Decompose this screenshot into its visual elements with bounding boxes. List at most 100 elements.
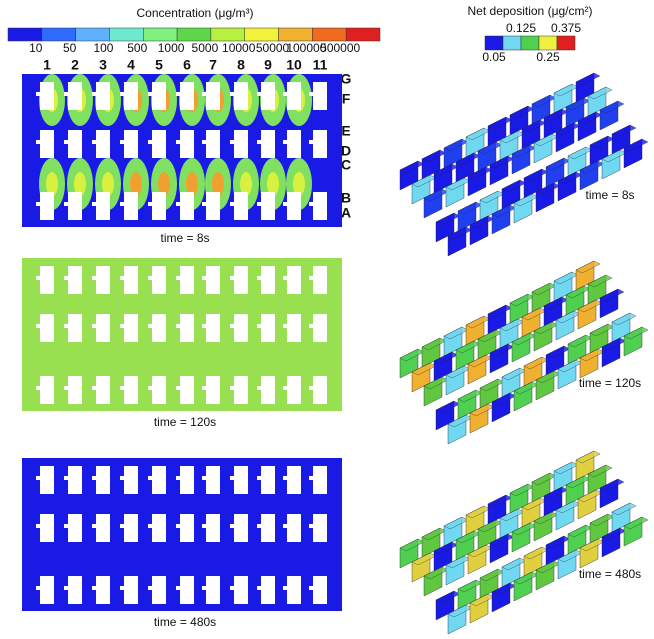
seat-block [68, 376, 82, 404]
seat-block [180, 82, 194, 110]
seat-gap [176, 476, 182, 480]
seat-block [152, 82, 166, 110]
seat-gap [230, 586, 236, 590]
seat-gap [283, 524, 289, 528]
seat-gap [309, 140, 315, 144]
colorbar-cell [520, 35, 540, 51]
seat-block [96, 266, 110, 294]
seat-top [587, 464, 613, 478]
seat-gap [283, 324, 289, 328]
seat-block [234, 82, 248, 110]
seat-gap [148, 386, 154, 390]
seat-gap [148, 324, 154, 328]
plume-core [267, 172, 279, 196]
seat-block [180, 514, 194, 542]
column-label: 3 [99, 57, 107, 73]
seat-block [313, 82, 327, 110]
seat-gap [36, 276, 42, 280]
column-label: 5 [155, 57, 163, 73]
seat-gap [92, 524, 98, 528]
seat-gap [202, 276, 208, 280]
plume-core [158, 172, 170, 196]
column-label: 2 [71, 57, 79, 73]
seat-gap [120, 92, 126, 96]
seat-gap [283, 276, 289, 280]
colorbar-cell [345, 27, 381, 42]
colorbar-cell [484, 35, 504, 51]
colorbar-cell [556, 35, 576, 51]
seat-block [313, 266, 327, 294]
seat-gap [202, 324, 208, 328]
seat-block [96, 466, 110, 494]
seat-gap [120, 140, 126, 144]
colorbar-label: 100 [93, 41, 113, 55]
seat-gap [257, 324, 263, 328]
seat-block [124, 192, 138, 220]
seat-gap [202, 386, 208, 390]
seat-top [599, 100, 625, 114]
seat-gap [202, 92, 208, 96]
seat-block [124, 376, 138, 404]
seat-block [234, 130, 248, 158]
row-label: D [341, 143, 351, 159]
plume-core [46, 172, 58, 196]
seat-gap [92, 92, 98, 96]
column-label: 1 [43, 57, 51, 73]
seat-block [234, 466, 248, 494]
seat-block [124, 266, 138, 294]
seat-block [206, 314, 220, 342]
seat-gap [202, 476, 208, 480]
seat-gap [36, 476, 42, 480]
seat-block [96, 514, 110, 542]
seat-gap [148, 524, 154, 528]
colorbar-cell [143, 27, 178, 42]
plume-core [102, 172, 114, 196]
seat-block [40, 130, 54, 158]
seat-gap [36, 140, 42, 144]
colorbar-cell [75, 27, 110, 42]
seat-gap [230, 92, 236, 96]
colorbar-label: 10000 [222, 41, 256, 55]
colorbar-label: 500000 [320, 41, 360, 55]
seat-block [180, 192, 194, 220]
seat-gap [230, 140, 236, 144]
seat-gap [176, 324, 182, 328]
seat-block [152, 576, 166, 604]
seat-gap [283, 140, 289, 144]
seat-top [611, 124, 637, 138]
seat-gap [283, 92, 289, 96]
deposition-panel [399, 450, 649, 635]
seat-block [313, 192, 327, 220]
seat-block [234, 514, 248, 542]
seat-gap [230, 324, 236, 328]
seat-block [96, 314, 110, 342]
seat-block [287, 376, 301, 404]
seat-block [313, 130, 327, 158]
row-label: A [341, 205, 351, 221]
seat-gap [120, 202, 126, 206]
seat-block [40, 376, 54, 404]
seat-top [599, 288, 625, 302]
seat-block [124, 466, 138, 494]
seat-block [261, 514, 275, 542]
time-label: time = 120s [579, 376, 641, 390]
seat-block [234, 192, 248, 220]
seat-gap [230, 202, 236, 206]
seat-block [68, 576, 82, 604]
colorbar-label: 10 [29, 41, 43, 55]
seat-gap [176, 140, 182, 144]
seat-block [40, 314, 54, 342]
seat-block [261, 314, 275, 342]
time-label: time = 8s [585, 188, 634, 202]
seat-block [206, 266, 220, 294]
seat-gap [64, 586, 70, 590]
seat-block [261, 192, 275, 220]
seat-block [124, 130, 138, 158]
time-label: time = 480s [579, 567, 641, 581]
seat-gap [202, 140, 208, 144]
seat-block [287, 514, 301, 542]
deposition-panel [399, 72, 649, 257]
seat-gap [148, 202, 154, 206]
seat-block [261, 576, 275, 604]
